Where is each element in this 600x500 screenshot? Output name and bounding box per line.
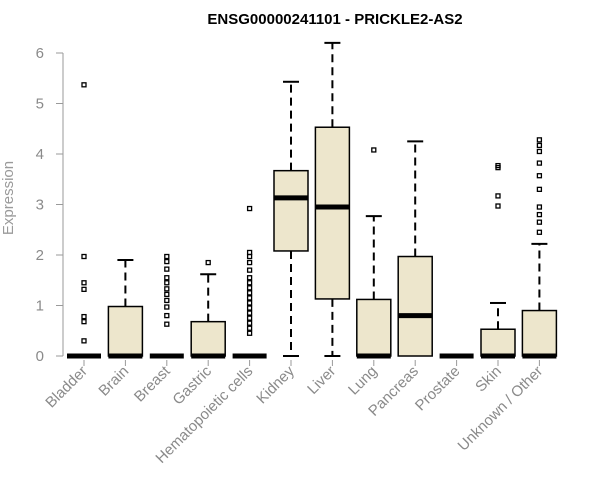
box	[314, 126, 351, 300]
outlier-point	[81, 313, 87, 320]
outlier-point	[495, 162, 501, 169]
y-tick-label: 0	[36, 348, 44, 365]
outlier-point	[164, 321, 170, 327]
outlier-point	[536, 160, 543, 166]
outlier-point	[536, 137, 543, 143]
y-tick-label: 5	[36, 96, 44, 113]
outlier-point	[536, 219, 543, 225]
outlier-point	[246, 300, 253, 306]
x-tick-label: Kidney	[253, 362, 298, 407]
outlier-point	[246, 249, 253, 256]
box	[107, 305, 144, 357]
x-tick-label: Prostate	[412, 363, 464, 415]
outlier-point	[205, 259, 211, 266]
outlier-point	[81, 286, 87, 292]
outlier-point	[246, 310, 253, 316]
box-hematopoietic-cells	[232, 205, 267, 359]
outlier-point	[536, 229, 543, 235]
outlier-point	[495, 203, 501, 209]
outlier-point	[246, 267, 253, 273]
y-axis-label: Expression	[0, 161, 17, 235]
outlier-point	[246, 290, 253, 296]
outlier-point	[495, 193, 501, 199]
outlier-point	[164, 304, 170, 310]
y-tick-label: 4	[36, 146, 44, 163]
outlier-point	[164, 297, 170, 304]
outlier-point	[246, 280, 253, 286]
outlier-point	[246, 315, 253, 321]
box-breast	[149, 253, 184, 359]
outlier-point	[246, 295, 253, 301]
outlier-point	[164, 258, 170, 265]
x-tick-label: Lung	[345, 363, 381, 399]
x-tick-label: Brain	[95, 363, 132, 400]
box-group	[67, 41, 558, 359]
outlier-point	[536, 204, 543, 210]
outlier-point	[164, 253, 170, 260]
y-axis: 0 1 2 3 4 5 6	[36, 45, 64, 365]
box-lung	[356, 147, 392, 359]
outlier-point	[164, 280, 170, 286]
box	[190, 320, 226, 357]
box	[273, 169, 309, 252]
box-pancreas	[397, 140, 433, 357]
outlier-point	[246, 275, 253, 281]
outlier-point	[81, 319, 87, 325]
x-tick-label: Breast	[131, 362, 174, 405]
box	[521, 309, 558, 357]
outlier-point	[81, 253, 87, 260]
outlier-point	[164, 275, 170, 281]
box	[480, 328, 516, 357]
outlier-point	[81, 82, 87, 88]
box	[397, 255, 433, 357]
outlier-point	[536, 142, 543, 149]
y-tick-label: 2	[36, 247, 44, 264]
outlier-point	[81, 280, 87, 286]
box-bladder	[67, 82, 101, 359]
x-tick-label: Liver	[304, 363, 339, 398]
box-gastric	[190, 259, 226, 359]
y-tick-label: 3	[36, 197, 44, 214]
outlier-point	[164, 312, 170, 319]
chart-title: ENSG00000241101 - PRICKLE2-AS2	[207, 11, 462, 28]
outlier-point	[164, 266, 170, 272]
x-tick-label: Bladder	[42, 363, 91, 412]
outlier-point	[536, 173, 543, 179]
outlier-point	[81, 338, 87, 344]
outlier-point	[246, 305, 253, 311]
outlier-point	[246, 325, 253, 331]
y-tick-label: 6	[36, 45, 44, 62]
box	[356, 298, 392, 357]
outlier-point	[246, 330, 253, 336]
outlier-point	[536, 211, 543, 218]
outlier-point	[371, 147, 377, 153]
x-tick-label: Skin	[472, 363, 505, 396]
box-kidney	[273, 80, 309, 357]
box-brain	[107, 259, 144, 359]
box-skin	[480, 162, 516, 359]
outlier-point	[164, 291, 170, 298]
y-tick-label: 1	[36, 298, 44, 315]
outlier-point	[536, 148, 543, 155]
box-unknown-other	[521, 137, 558, 359]
box-liver	[314, 41, 351, 357]
outlier-point	[246, 259, 253, 266]
outlier-point	[246, 285, 253, 291]
outlier-point	[536, 186, 543, 193]
outlier-point	[164, 286, 170, 292]
outlier-point	[246, 205, 253, 212]
outlier-point	[246, 320, 253, 326]
